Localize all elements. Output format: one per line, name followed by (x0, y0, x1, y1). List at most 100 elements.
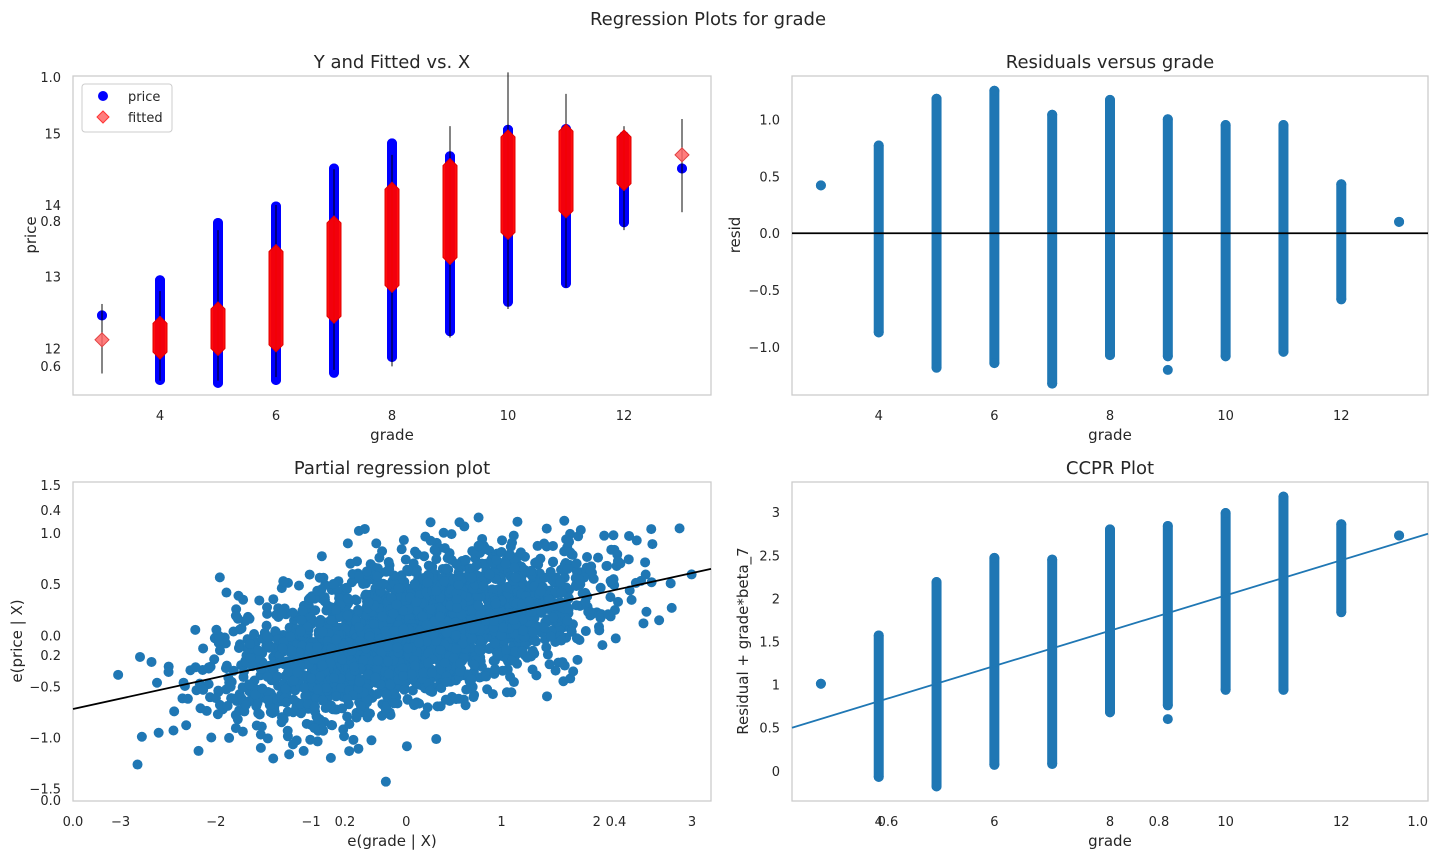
partial-point (306, 673, 317, 684)
partial-point (285, 631, 296, 642)
partial-point (319, 596, 330, 607)
partial-point (488, 615, 499, 626)
partial-point (568, 666, 579, 677)
partial-point (453, 579, 464, 590)
fitted-point-column (326, 215, 342, 324)
partial-point (327, 720, 338, 731)
fitted-point-column (500, 129, 516, 240)
panel-title: CCPR Plot (1066, 458, 1154, 479)
partial-point (277, 643, 288, 654)
partial-point (421, 619, 432, 630)
legend-fitted-label: fitted (128, 111, 163, 126)
ccpr-point (1047, 758, 1058, 769)
x-tick-label: 10 (500, 409, 517, 424)
partial-point (490, 598, 501, 609)
partial-point (497, 665, 508, 676)
partial-point (593, 552, 604, 563)
partial-point (348, 734, 359, 745)
partial-point (580, 596, 591, 607)
partial-point (336, 682, 347, 693)
partial-point (594, 625, 605, 636)
y-tick-label: −0.5 (748, 284, 780, 299)
partial-point (418, 667, 429, 678)
x-tick-label: 12 (616, 409, 633, 424)
partial-point (317, 660, 328, 671)
panel-ccpr: CCPR Plot grade Residual + grade*beta_7 … (734, 458, 1429, 850)
partial-point (401, 741, 412, 752)
partial-point (381, 689, 392, 700)
partial-point (510, 572, 521, 583)
partial-point (291, 735, 302, 746)
partial-point (646, 524, 657, 535)
partial-point (169, 706, 180, 717)
partial-point (473, 540, 484, 551)
partial-point (524, 596, 535, 607)
partial-point (236, 623, 247, 634)
x-axis-label: e(grade | X) (347, 832, 436, 850)
partial-point (321, 683, 332, 694)
partial-point (429, 544, 440, 555)
partial-point (466, 572, 477, 583)
partial-point (409, 579, 420, 590)
partial-point (536, 607, 547, 618)
partial-point (355, 636, 366, 647)
price-point (213, 377, 223, 388)
fitted-point (674, 147, 690, 163)
partial-point (491, 555, 502, 566)
resid-point (1105, 350, 1115, 361)
partial-point (305, 592, 316, 603)
partial-point (550, 665, 561, 676)
partial-point (372, 571, 383, 582)
partial-point (113, 669, 124, 680)
partial-point (411, 596, 422, 607)
partial-point (371, 538, 382, 549)
partial-point (573, 531, 584, 542)
panel-partial-regression: Partial regression plot e(grade | X) e(p… (8, 458, 712, 850)
ccpr-point (1162, 700, 1173, 711)
partial-point (359, 523, 370, 534)
partial-point (136, 731, 147, 742)
partial-point (295, 626, 306, 637)
y-tick-label: 13 (44, 271, 61, 286)
partial-point (262, 631, 273, 642)
ccpr-outlier (1162, 714, 1173, 725)
partial-point (515, 547, 526, 558)
partial-point (372, 655, 383, 666)
resid-point (1162, 351, 1173, 362)
ccpr-point (1220, 684, 1231, 695)
partial-point (608, 530, 619, 541)
price-point (213, 217, 223, 228)
resid-point (1220, 351, 1231, 362)
partial-point (538, 622, 549, 633)
partial-point (372, 688, 383, 699)
plot-layer: −3 −2 −1 0 1 2 3 −1.5 −1.0 −0.5 0.0 0.5 1.0 0.0 0.2 0.4… (29, 479, 712, 830)
axes-frame (72, 75, 712, 396)
partial-point (284, 749, 295, 760)
resid-point (1105, 94, 1115, 105)
x-tick-label: 6 (990, 815, 998, 830)
partial-point (276, 608, 287, 619)
ccpr-point (1162, 520, 1173, 531)
partial-point (312, 684, 323, 695)
partial-point (626, 594, 637, 605)
partial-point (402, 564, 413, 575)
partial-point (225, 681, 236, 692)
partial-point (382, 656, 393, 667)
ccpr-point (1394, 530, 1405, 541)
y-tick-label: 0.0 (759, 227, 780, 242)
partial-point (497, 535, 508, 546)
partial-point (354, 676, 365, 687)
partial-point (337, 703, 348, 714)
partial-point (342, 694, 353, 705)
y-tick-label: 12 (44, 342, 61, 357)
partial-point (638, 618, 649, 629)
partial-point (312, 642, 323, 653)
ccpr-point (989, 759, 1000, 770)
partial-point (506, 687, 517, 698)
partial-point (391, 599, 402, 610)
partial-point (392, 642, 403, 653)
partial-point (325, 615, 336, 626)
partial-point (292, 667, 303, 678)
partial-point (422, 577, 433, 588)
partial-point (313, 617, 324, 628)
